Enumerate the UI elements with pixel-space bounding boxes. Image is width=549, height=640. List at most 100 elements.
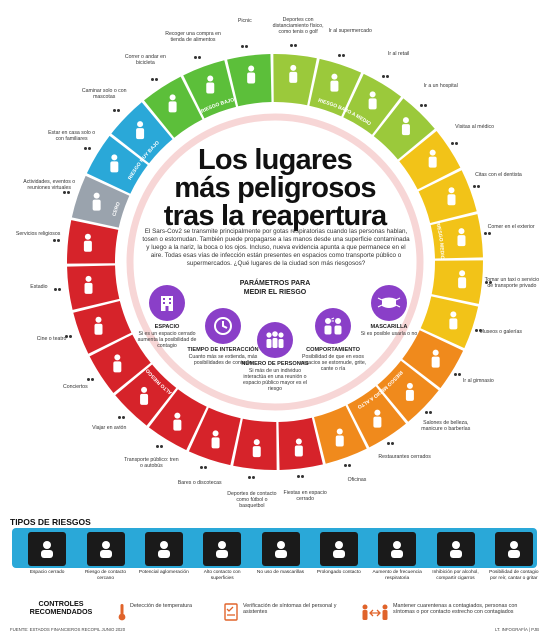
param-title: NÚMERO DE PERSONAS bbox=[241, 361, 309, 367]
param-tiempo: TIEMPO DE INTERACCIÓN Cuanto más se exti… bbox=[186, 308, 260, 366]
place-label: Conciertos bbox=[62, 383, 88, 390]
place-icon bbox=[92, 192, 101, 211]
activity-icons bbox=[63, 191, 74, 202]
quarantine-icon bbox=[360, 603, 390, 621]
title-line-2: más peligrosos bbox=[174, 172, 376, 204]
place-icon bbox=[294, 438, 303, 457]
param-numero: NÚMERO DE PERSONAS Si más de un individu… bbox=[238, 322, 312, 393]
param-title: ESPACIO bbox=[154, 324, 180, 330]
param-espacio: ESPACIO Si es un espacio cerrado aumenta… bbox=[130, 285, 204, 349]
place-label: Servicios religiosos bbox=[15, 230, 61, 237]
place-icon bbox=[206, 75, 215, 94]
place-icon bbox=[401, 117, 410, 136]
place-icon bbox=[289, 64, 298, 83]
place-icon bbox=[457, 228, 466, 247]
place-label: Transporte público: tren o autobús bbox=[124, 457, 179, 470]
place-icon bbox=[110, 154, 119, 173]
params-title: PARÁMETROS PARA MEDIR EL RIESGO bbox=[239, 280, 311, 296]
place-label: Viajar en avión bbox=[92, 424, 127, 431]
place-segment bbox=[314, 405, 367, 464]
param-desc: Si más de un individuo interactúa en una… bbox=[242, 367, 307, 393]
activity-icons bbox=[156, 445, 167, 456]
place-icon bbox=[113, 354, 122, 373]
place-segment bbox=[67, 265, 120, 310]
place-label: Comer en el exterior bbox=[487, 223, 535, 230]
risk-type-icon bbox=[494, 532, 533, 566]
place-label: Deportes de contacto como fútbol o basqu… bbox=[227, 490, 277, 509]
place-label: Ir al retail bbox=[387, 50, 410, 57]
risk-type-label: Prolongado contacto bbox=[316, 570, 361, 575]
place-label: Cine o teatro bbox=[36, 335, 67, 342]
activity-icons bbox=[53, 238, 64, 250]
activity-icons bbox=[290, 44, 301, 55]
place-label: Tomar un taxi o servicio de transporte p… bbox=[484, 277, 540, 290]
control-text: Mantener cuarentenas a contagiados, pers… bbox=[393, 603, 518, 616]
param-title: TIEMPO DE INTERACCIÓN bbox=[187, 347, 259, 353]
activity-icons bbox=[117, 415, 129, 427]
activity-icons bbox=[454, 372, 465, 384]
risk-type-icon bbox=[86, 532, 125, 566]
place-label: Visitas al médico bbox=[455, 124, 494, 131]
param-desc: Cuanto más se extienda, más posibilidade… bbox=[188, 353, 258, 366]
risk-type-label: Aumento de frecuencia respiratoria bbox=[372, 570, 422, 581]
activity-icons bbox=[343, 463, 355, 475]
people-icon bbox=[257, 322, 293, 358]
risk-type-label: Riesgo de contacto cercano bbox=[84, 570, 127, 581]
risk-type-label: Posibilidad de contagio por reír, cantar… bbox=[489, 570, 539, 581]
param-desc: Si es posible usarla o no bbox=[360, 330, 418, 337]
activity-icons bbox=[241, 44, 252, 56]
place-icon bbox=[458, 270, 467, 289]
place-label: Ir a un hospital bbox=[423, 83, 458, 90]
risk-type-label: Alto contacto con superficies bbox=[203, 570, 241, 581]
place-icon bbox=[94, 316, 103, 335]
place-label: Fiestas en espacio cerrado bbox=[283, 490, 327, 503]
risk-type-label: No uso de mascarillas bbox=[256, 570, 305, 575]
control-text: Verificación de síntomas del personal y … bbox=[243, 603, 337, 616]
credit-note: LT. INFOGRAFÍA | PJB bbox=[494, 627, 539, 632]
activity-icons bbox=[150, 78, 162, 89]
activity-icons bbox=[387, 441, 398, 453]
risk-type-label: Inhibición por alcohol, compartir cigarr… bbox=[432, 570, 479, 581]
place-icons bbox=[83, 64, 467, 458]
place-label: Picnic bbox=[237, 17, 252, 24]
risk-type-icon bbox=[319, 532, 358, 566]
page-title: Los lugares más peligrosos tras la reape… bbox=[160, 144, 390, 232]
mask-icon bbox=[371, 285, 407, 321]
place-label: Deportes con distanciamiento físico, com… bbox=[272, 17, 324, 36]
risk-type-label: Potencial aglomeración bbox=[138, 570, 189, 575]
risk-type-icon bbox=[436, 532, 475, 566]
risk-type-label: Espacio cerrado bbox=[29, 570, 65, 575]
activity-icons bbox=[200, 465, 211, 477]
activity-icons bbox=[247, 475, 259, 487]
control-text: Detección de temperatura bbox=[130, 603, 193, 609]
activity-icons bbox=[484, 281, 496, 292]
place-icon bbox=[368, 91, 377, 110]
title-line-1: Los lugares bbox=[198, 144, 353, 176]
title-line-3: tras la reapertura bbox=[163, 200, 387, 232]
controls-title: CONTROLES RECOMENDADOS bbox=[29, 599, 93, 616]
place-label: Recoger una compra en tienda de alimento… bbox=[165, 30, 221, 43]
param-mascarilla: MASCARILLA Si es posible usarla o no bbox=[352, 285, 426, 337]
risk-type-icon bbox=[261, 532, 300, 566]
place-icon bbox=[168, 94, 177, 113]
place-icon bbox=[140, 386, 149, 405]
place-label: Museos o galerías bbox=[479, 329, 522, 336]
inner-gradient-ring bbox=[126, 113, 424, 411]
activity-icons bbox=[484, 232, 495, 243]
place-icon bbox=[428, 149, 437, 168]
place-label: Salones de belleza, manicure o barberías bbox=[421, 419, 471, 432]
place-icon bbox=[330, 73, 339, 92]
place-label: Citas con el dentista bbox=[475, 172, 522, 179]
risk-types-title: TIPOS DE RIESGOS bbox=[10, 517, 91, 527]
activity-icons bbox=[474, 328, 486, 340]
risk-level-label: RIESGO MEDIO bbox=[434, 222, 445, 260]
activity-icons bbox=[65, 334, 76, 346]
activity-icons bbox=[83, 147, 95, 158]
activity-icons bbox=[420, 104, 431, 115]
clock-icon bbox=[205, 308, 241, 344]
place-label: Ir al supermercado bbox=[328, 28, 372, 35]
param-comportamiento: COMPORTAMIENTO Posibilidad de que en eso… bbox=[296, 308, 370, 372]
place-label: Estar en casa solo o con familiares bbox=[48, 130, 96, 143]
place-label: Actividades, eventos o reuniones virtual… bbox=[23, 178, 76, 191]
